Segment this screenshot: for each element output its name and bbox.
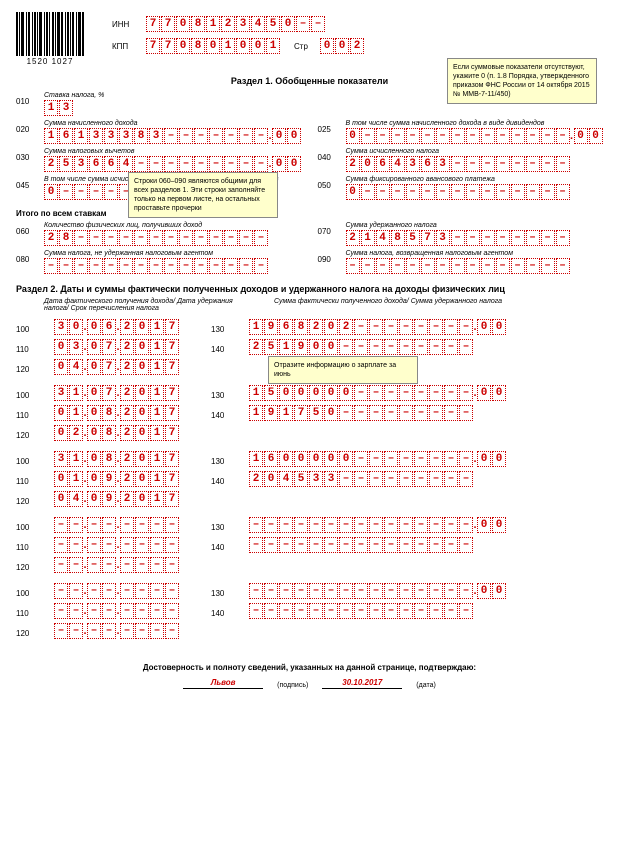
label-070: Сумма удержанного налога (346, 222, 570, 229)
total-label: Итого по всем ставкам (16, 204, 106, 218)
date-label: (дата) (416, 682, 436, 689)
label-080: Сумма налога, не удержанная налоговым аг… (44, 250, 268, 257)
label-030: Сумма налоговых вычетов (44, 148, 301, 155)
callout-june: Отразите информацию о зарплате за июнь (268, 356, 418, 384)
section2-title: Раздел 2. Даты и суммы фактически получе… (16, 284, 603, 294)
line-010-cells: 13 (44, 100, 104, 116)
callout-common: Строки 060–090 являются общими для всех … (128, 172, 278, 218)
inn-cells: 7708123450–– (146, 16, 325, 32)
barcode-number: 1520 1027 (16, 57, 84, 66)
kpp-label: КПП (112, 42, 140, 51)
label-060: Количество физических лиц, получивших до… (44, 222, 268, 229)
rate-label: Ставка налога, % (44, 92, 104, 99)
page-label: Стр (294, 42, 314, 51)
label-090: Сумма налога, возвращенная налоговым аге… (346, 250, 570, 257)
line-010-num: 010 (16, 92, 44, 106)
signature: Львов (183, 678, 263, 689)
label-025: В том числе сумма начисленного дохода в … (346, 120, 603, 127)
page-cells: 002 (320, 38, 364, 54)
barcode: 1520 1027 (16, 12, 84, 66)
label-020: Сумма начисленного дохода (44, 120, 301, 127)
sec2-right-header: Сумма фактически полученного дохода/ Сум… (246, 298, 603, 312)
date-signed: 30.10.2017 (322, 678, 402, 689)
sec2-left-header: Дата фактического получения дохода/ Дата… (16, 298, 236, 312)
callout-zero: Если суммовые показатели отсутствуют, ук… (447, 58, 597, 104)
footer-text: Достоверность и полноту сведений, указан… (16, 663, 603, 672)
kpp-cells: 770801001 (146, 38, 280, 54)
label-050: Сумма фиксированного авансового платежа (346, 176, 570, 183)
label-040: Сумма исчисленного налога (346, 148, 570, 155)
sig-label: (подпись) (277, 682, 308, 689)
inn-label: ИНН (112, 20, 140, 29)
